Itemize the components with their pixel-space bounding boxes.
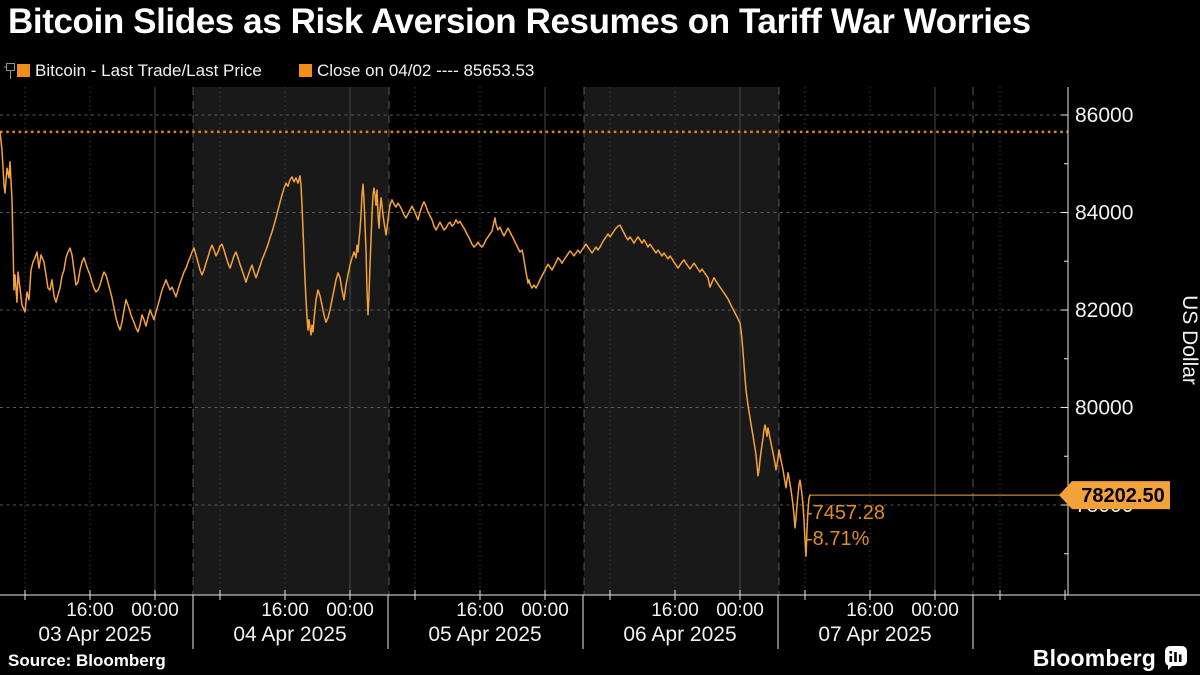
close-swatch-icon xyxy=(299,64,312,77)
time-tick-label: 16:00 xyxy=(651,600,699,621)
y-tick-label: 84000 xyxy=(1075,201,1133,224)
last-price-tag xyxy=(1059,481,1170,510)
y-axis-labels: 8600084000820008000078000 xyxy=(1061,104,1133,555)
date-label: 03 Apr 2025 xyxy=(38,623,151,646)
series-swatch-icon xyxy=(17,64,30,77)
net-change-annotation: -7457.28 xyxy=(806,502,885,524)
time-tick-label: 16:00 xyxy=(846,600,894,621)
bloomberg-logo: Bloomberg xyxy=(1033,645,1188,671)
time-tick-label: 00:00 xyxy=(716,600,764,621)
vertical-grid-layer xyxy=(24,87,1001,595)
day-shade-band xyxy=(193,87,389,595)
date-label: 06 Apr 2025 xyxy=(623,623,736,646)
source-attribution: Source: Bloomberg xyxy=(8,651,166,670)
y-tick-label: 82000 xyxy=(1075,299,1133,322)
horizontal-grid-layer xyxy=(0,114,1068,506)
time-tick-label: 16:00 xyxy=(456,600,504,621)
last-price-tag-value: 78202.50 xyxy=(1081,485,1164,507)
y-axis-title: US Dollar xyxy=(1178,295,1200,385)
y-tick-label: 80000 xyxy=(1075,396,1133,419)
x-tick-layer xyxy=(24,590,1066,600)
time-tick-label: 16:00 xyxy=(261,600,309,621)
time-tick-label: 00:00 xyxy=(326,600,374,621)
legend-tree-icon xyxy=(4,63,15,79)
bitcoin-price-line xyxy=(0,131,811,557)
bloomberg-logo-icon xyxy=(1165,646,1187,670)
y-tick-label: 86000 xyxy=(1075,104,1133,127)
chart-legend: Bitcoin - Last Trade/Last Price Close on… xyxy=(0,59,1200,84)
time-tick-label: 00:00 xyxy=(131,600,179,621)
pct-change-annotation: -8.71% xyxy=(806,528,870,550)
time-tick-label: 00:00 xyxy=(911,600,959,621)
time-tick-label: 00:00 xyxy=(521,600,569,621)
day-shade-band xyxy=(584,87,779,595)
day-shading-layer xyxy=(193,87,779,595)
date-label: 07 Apr 2025 xyxy=(818,623,931,646)
bloomberg-logo-text: Bloomberg xyxy=(1032,644,1156,671)
close-legend-label: Close on 04/02 ---- 85653.53 xyxy=(317,61,535,80)
time-tick-label: 16:00 xyxy=(66,600,114,621)
page-title: Bitcoin Slides as Risk Aversion Resumes … xyxy=(8,2,1031,41)
series-legend-label: Bitcoin - Last Trade/Last Price xyxy=(35,61,262,80)
date-label: 04 Apr 2025 xyxy=(233,623,346,646)
x-axis-labels: 16:00 00:00 16:00 00:00 16:00 00:00 16:00 00:00… xyxy=(38,600,958,646)
date-label: 05 Apr 2025 xyxy=(428,623,541,646)
